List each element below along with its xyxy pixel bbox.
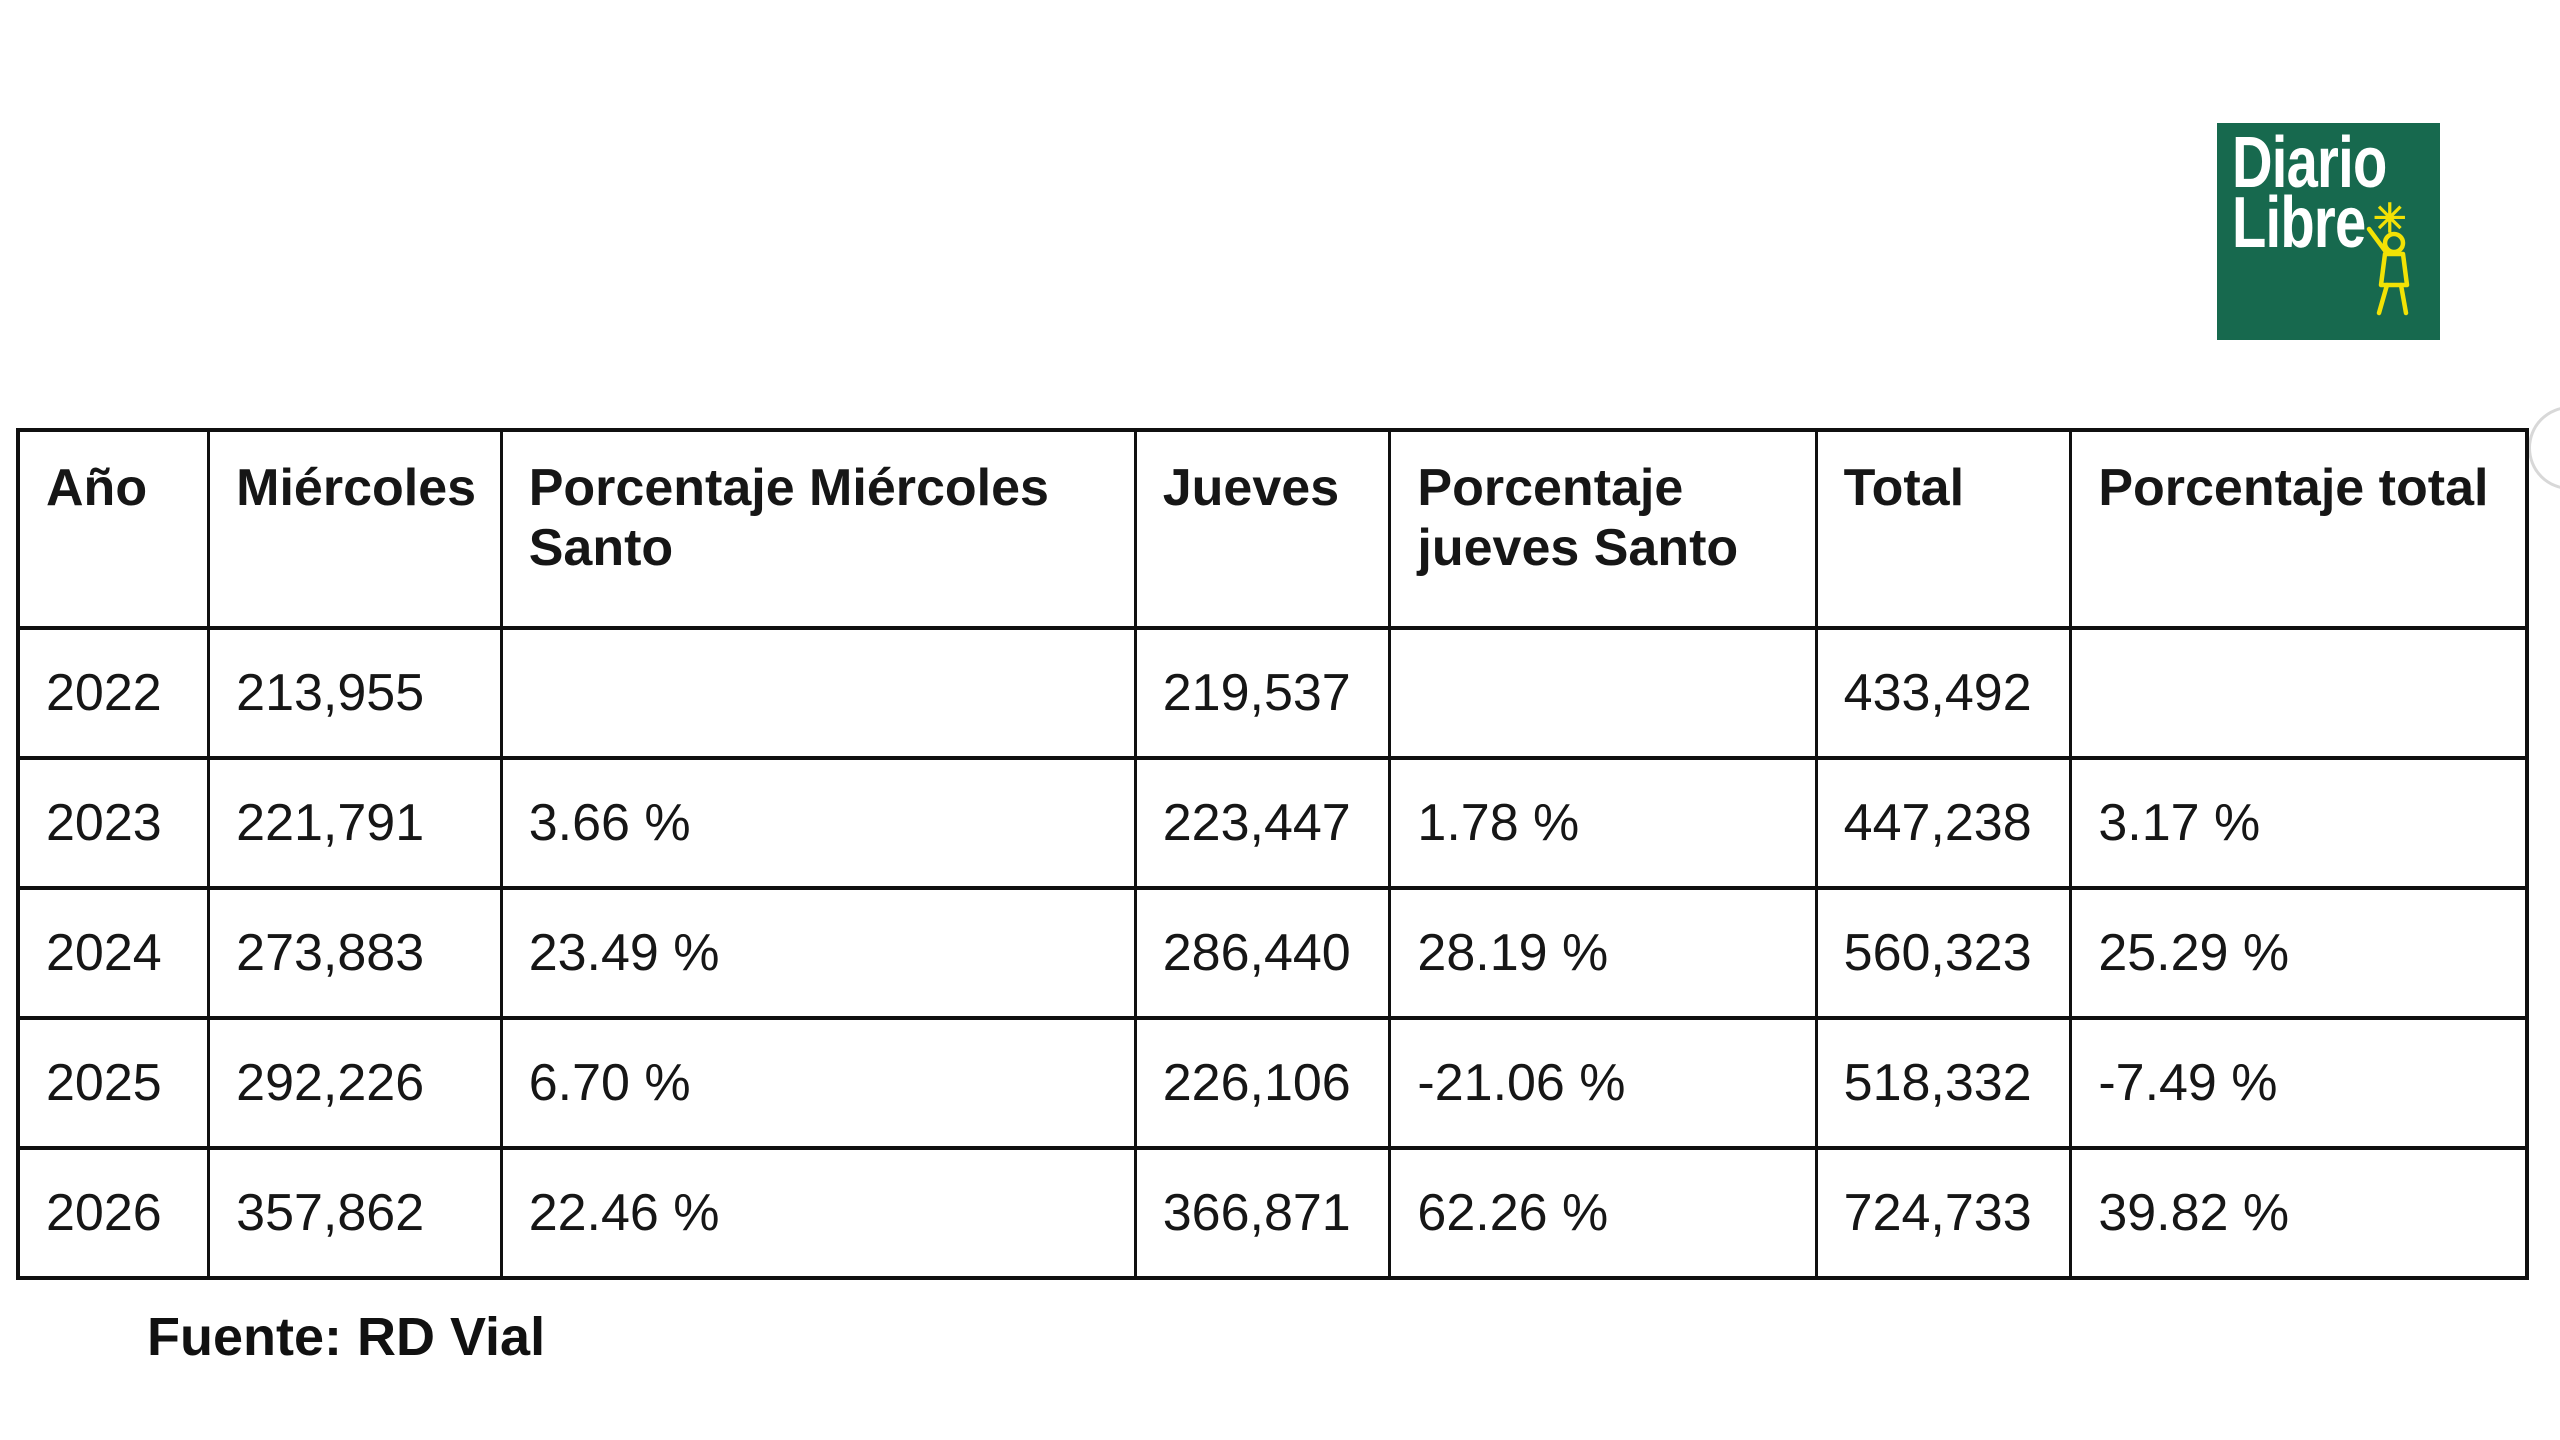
table-cell: 3.66 % — [499, 756, 1137, 890]
decorative-arc — [2528, 406, 2560, 490]
table-cell: 226,106 — [1133, 1016, 1392, 1150]
table-cell: 2023 — [16, 756, 211, 890]
table-cell: 219,537 — [1133, 626, 1392, 760]
table-body: 2022 213,955 219,537 433,492 2023 221,791 3.66… — [16, 626, 2529, 1280]
header-cell: Año — [16, 428, 211, 630]
table-cell: 292,226 — [207, 1016, 503, 1150]
table-cell: 3.17 % — [2069, 756, 2529, 890]
table-cell: -21.06 % — [1388, 1016, 1818, 1150]
table-cell: 39.82 % — [2069, 1146, 2529, 1280]
table-cell: 2025 — [16, 1016, 211, 1150]
table-cell — [499, 626, 1137, 760]
table-cell: 25.29 % — [2069, 886, 2529, 1020]
table-cell: 357,862 — [207, 1146, 503, 1280]
table-cell: 28.19 % — [1388, 886, 1818, 1020]
table-cell: 22.46 % — [499, 1146, 1137, 1280]
header-cell: Miércoles — [207, 428, 503, 630]
table-cell: 2026 — [16, 1146, 211, 1280]
table-cell: 221,791 — [207, 756, 503, 890]
table-cell — [1388, 626, 1818, 760]
table-cell: 213,955 — [207, 626, 503, 760]
table-cell — [2069, 626, 2529, 760]
table-cell: 62.26 % — [1388, 1146, 1818, 1280]
table-row: 2022 213,955 219,537 433,492 — [16, 626, 2529, 760]
table-container: Año Miércoles Porcentaje Miércoles Santo Ju… — [16, 428, 2529, 1280]
logo-line2: Libre — [2232, 183, 2366, 263]
table-cell: 366,871 — [1133, 1146, 1392, 1280]
table-cell: 560,323 — [1814, 886, 2073, 1020]
header-row: Año Miércoles Porcentaje Miércoles Santo Ju… — [16, 428, 2529, 630]
table-cell: 1.78 % — [1388, 756, 1818, 890]
table-cell: 6.70 % — [499, 1016, 1137, 1150]
table-cell: 286,440 — [1133, 886, 1392, 1020]
table-cell: 2024 — [16, 886, 211, 1020]
table-cell: 273,883 — [207, 886, 503, 1020]
table-cell: 447,238 — [1814, 756, 2073, 890]
table-cell: -7.49 % — [2069, 1016, 2529, 1150]
table-row: 2025 292,226 6.70 % 226,106 -21.06 % 518,332-… — [16, 1016, 2529, 1150]
mascot-figure-icon — [2366, 226, 2410, 316]
table-cell: 724,733 — [1814, 1146, 2073, 1280]
header-cell: Porcentaje Miércoles Santo — [499, 428, 1137, 630]
table-cell: 223,447 — [1133, 756, 1392, 890]
source-note: Fuente: RD Vial — [147, 1307, 546, 1367]
header-cell: Total — [1814, 428, 2073, 630]
star-icon: ✳ — [2373, 197, 2407, 241]
header-cell: Porcentaje total — [2069, 428, 2529, 630]
table-cell: 23.49 % — [499, 886, 1137, 1020]
logo-wordmark: Diario Libre — [2232, 123, 2387, 263]
table-cell: 433,492 — [1814, 626, 2073, 760]
data-table: Año Miércoles Porcentaje Miércoles Santo Ju… — [16, 428, 2529, 1280]
table-row: 2026 357,862 22.46 % 366,871 62.26 % 724,733 3… — [16, 1146, 2529, 1280]
table-cell: 518,332 — [1814, 1016, 2073, 1150]
table-row: 2023 221,791 3.66 % 223,447 1.78 % 447,238 3.1… — [16, 756, 2529, 890]
table-cell: 2022 — [16, 626, 211, 760]
table-row: 2024 273,883 23.49 % 286,440 28.19 % 560,323 2… — [16, 886, 2529, 1020]
header-cell: Jueves — [1133, 428, 1392, 630]
logo-line1: Diario — [2232, 123, 2387, 203]
header-cell: Porcentaje jueves Santo — [1388, 428, 1818, 630]
diario-libre-logo: Diario Libre ✳ — [2217, 123, 2440, 340]
